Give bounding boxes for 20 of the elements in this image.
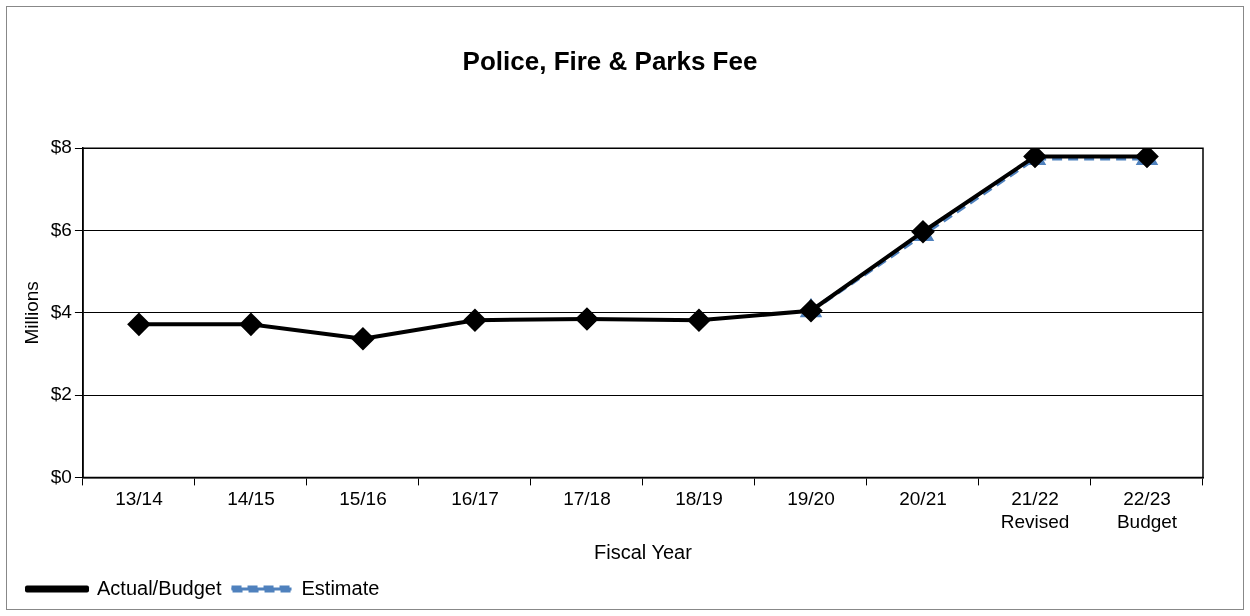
x-tick-label: 22/23 Budget xyxy=(1116,488,1178,532)
x-tick-label: 13/14 xyxy=(115,488,164,510)
legend-label: Estimate xyxy=(301,576,380,599)
x-tick-label: 17/18 xyxy=(563,488,611,510)
x-tick-label: 19/20 xyxy=(787,488,835,510)
x-tick-label: 20/21 xyxy=(899,488,947,510)
x-tick-label: 15/16 xyxy=(339,488,387,510)
x-tick-label: 21/22 Revised xyxy=(1000,488,1070,532)
y-axis-title: Millions xyxy=(20,281,42,345)
x-tick-label: 14/15 xyxy=(227,488,275,510)
y-tick-label: $6 xyxy=(50,218,72,240)
chart-title: Police, Fire & Parks Fee xyxy=(462,45,758,76)
x-tick-label: 16/17 xyxy=(451,488,499,510)
legend-label: Actual/Budget xyxy=(97,576,222,599)
y-tick-label: $4 xyxy=(50,301,73,323)
y-tick-label: $8 xyxy=(50,136,72,158)
y-tick-label: $0 xyxy=(50,465,72,487)
x-tick-label: 18/19 xyxy=(675,488,723,510)
x-axis-title: Fiscal Year xyxy=(594,540,693,563)
y-tick-label: $2 xyxy=(50,383,72,405)
